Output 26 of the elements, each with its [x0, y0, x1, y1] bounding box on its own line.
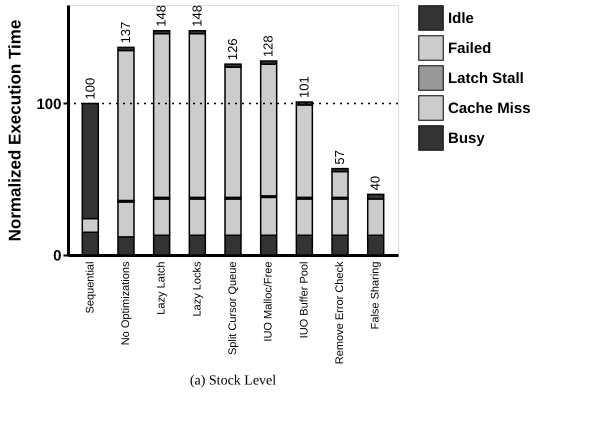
total-label: 148 — [189, 5, 204, 27]
total-label: 137 — [118, 22, 133, 44]
legend-label: Cache Miss — [448, 100, 531, 117]
legend-label: Latch Stall — [448, 70, 524, 87]
x-tick-label: Sequential — [84, 262, 96, 314]
total-label: 100 — [82, 78, 98, 100]
x-tick-label: Lazy Locks — [191, 261, 204, 317]
x-tick-label: No Optimizations — [120, 261, 132, 346]
total-label: 101 — [296, 76, 312, 98]
x-tick-label: Split Cursor Queue — [227, 262, 239, 356]
x-tick-label: Remove Error Check — [334, 261, 346, 364]
x-tick-label: Lazy Latch — [156, 262, 168, 315]
total-label: 40 — [368, 176, 383, 190]
x-tick-label: False Sharing — [370, 262, 382, 330]
total-label: 148 — [154, 5, 169, 27]
legend-label: Failed — [448, 40, 492, 57]
total-label: 128 — [260, 35, 276, 58]
legend-label: Busy — [448, 130, 486, 147]
x-tick-label: IUO Malloc/Free — [262, 262, 275, 342]
y-axis-title: Normalized Execution Time — [5, 20, 24, 242]
x-tick-label: IUO Buffer Pool — [298, 262, 310, 338]
text: (a) Stock Level — [190, 374, 276, 389]
legend-label: Idle — [448, 10, 474, 27]
total-label: 57 — [332, 150, 348, 165]
total-label: 126 — [225, 38, 240, 60]
y-tick-label: 0 — [53, 248, 62, 264]
